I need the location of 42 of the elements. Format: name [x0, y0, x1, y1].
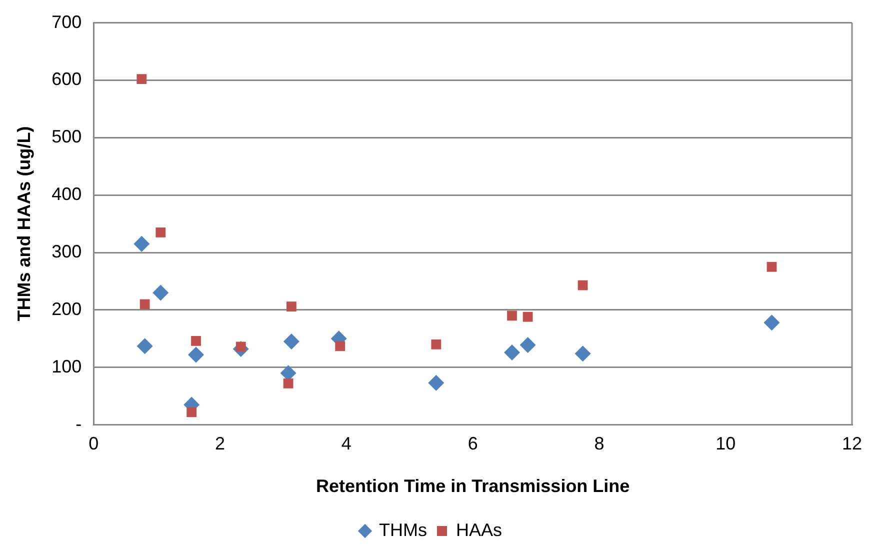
y-tick-label: 400	[52, 184, 82, 204]
point	[186, 407, 197, 418]
y-axis-title: THMs and HAAs (ug/L)	[14, 126, 34, 322]
x-tick-label: 2	[215, 434, 226, 454]
legend-label: HAAs	[456, 520, 502, 540]
point	[286, 302, 296, 312]
point	[428, 374, 444, 391]
point	[504, 344, 520, 360]
point	[766, 262, 777, 272]
point	[283, 378, 294, 388]
x-tick-label: 8	[594, 434, 604, 454]
point	[574, 346, 591, 362]
y-tick-label: 300	[52, 241, 82, 262]
point	[191, 336, 201, 346]
x-tick-label: 0	[88, 434, 99, 454]
point	[188, 346, 204, 363]
x-tick-label: 12	[842, 434, 862, 454]
x-tick-label: 6	[468, 434, 478, 454]
x-axis-title: Retention Time in Transmission Line	[316, 476, 630, 496]
legend-label: THMs	[379, 520, 427, 540]
point	[578, 280, 588, 290]
point	[136, 74, 147, 84]
point	[156, 227, 166, 238]
y-tick-label: 100	[52, 356, 82, 376]
y-tick-label: 700	[52, 12, 82, 32]
y-tick-label: 200	[52, 298, 82, 319]
point	[335, 341, 346, 352]
point	[520, 336, 536, 353]
point	[764, 314, 780, 331]
y-tick-label: -	[76, 414, 82, 434]
point	[134, 236, 150, 252]
x-tick-label: 4	[341, 434, 352, 454]
point	[140, 299, 150, 310]
point	[507, 310, 517, 321]
y-tick-label: 600	[52, 69, 82, 90]
point	[431, 339, 442, 350]
x-tick-label: 10	[716, 434, 736, 454]
point	[136, 338, 153, 354]
y-tick-label: 500	[52, 126, 82, 147]
point	[283, 334, 300, 350]
point	[152, 284, 169, 301]
point	[522, 312, 533, 322]
